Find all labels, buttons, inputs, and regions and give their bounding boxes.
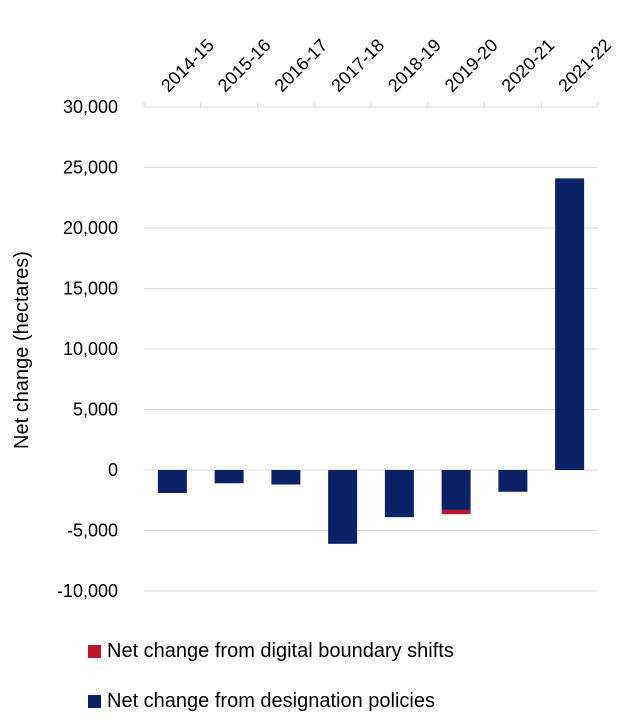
bar-segment <box>328 470 358 544</box>
gridlines <box>144 106 598 592</box>
legend-item-designation: Net change from designation policies <box>88 676 454 726</box>
bar-chart: -10,000 -5,000 0 5,000 10,000 15,000 20,000 25,… <box>11 35 615 601</box>
bar-segment <box>441 509 471 515</box>
y-tick-label: 20,000 <box>63 218 118 238</box>
y-tick-label: 10,000 <box>63 339 118 359</box>
bar-segment <box>384 470 414 518</box>
bars <box>157 178 585 544</box>
y-tick-label: -10,000 <box>57 581 118 601</box>
legend-swatch-digital-boundary <box>88 644 101 658</box>
bar-segment <box>498 470 528 492</box>
bar-segment <box>157 470 187 493</box>
bar-segment <box>214 470 244 484</box>
y-tick-label: 25,000 <box>63 158 118 178</box>
x-tick-label: 2016-17 <box>271 35 332 96</box>
x-tick-label: 2019-20 <box>441 35 502 96</box>
legend: Net change from digital boundary shifts … <box>88 626 454 726</box>
x-tick-label: 2021-22 <box>554 35 615 96</box>
y-tick-label: 30,000 <box>63 97 118 117</box>
x-tick-label: 2020-21 <box>498 35 559 96</box>
x-axis: 2014-152015-162016-172017-182018-192019-… <box>143 35 615 108</box>
y-tick-label: -5,000 <box>67 521 118 541</box>
legend-label-digital-boundary: Net change from digital boundary shifts <box>107 639 454 662</box>
x-tick-label: 2014-15 <box>157 35 218 96</box>
y-tick-label: 0 <box>108 460 118 480</box>
y-axis-ticks: -10,000 -5,000 0 5,000 10,000 15,000 20,000 25,… <box>57 97 118 601</box>
y-tick-label: 15,000 <box>63 279 118 299</box>
bar-segment <box>441 470 471 510</box>
y-axis-title: Net change (hectares) <box>11 251 33 449</box>
legend-swatch-designation <box>88 694 101 708</box>
legend-label-designation: Net change from designation policies <box>107 689 435 712</box>
y-tick-label: 5,000 <box>73 400 118 420</box>
bar-segment <box>271 470 301 485</box>
x-tick-label: 2015-16 <box>214 35 275 96</box>
x-tick-label: 2018-19 <box>384 35 445 96</box>
bar-segment <box>555 178 585 470</box>
x-tick-label: 2017-18 <box>327 35 388 96</box>
legend-item-digital-boundary: Net change from digital boundary shifts <box>88 626 454 676</box>
